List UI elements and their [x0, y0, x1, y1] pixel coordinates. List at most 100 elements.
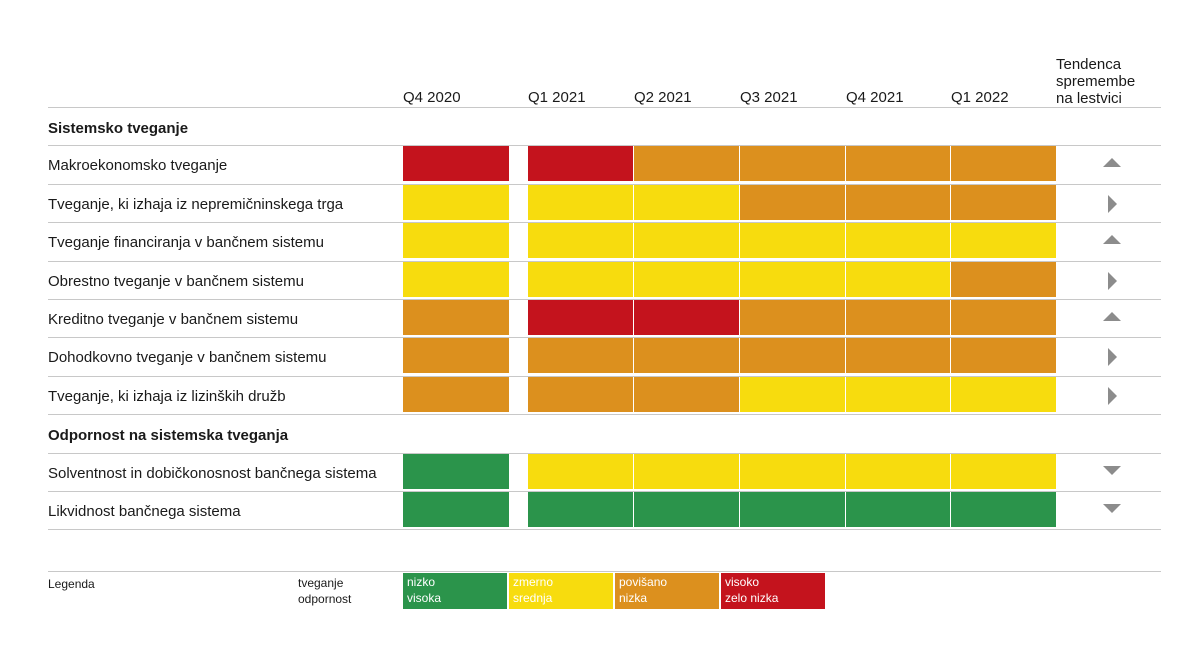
- legend-item-red: visoko zelo nizka: [721, 573, 825, 609]
- column-header: Q4 2020: [403, 89, 461, 106]
- section-title: Odpornost na sistemska tveganja: [48, 427, 289, 445]
- heatmap-cell: [403, 261, 509, 297]
- heatmap-cell: [403, 300, 509, 335]
- heatmap-cell: [846, 492, 950, 527]
- column-header: Q3 2021: [740, 89, 798, 106]
- row-divider: [48, 337, 1161, 339]
- row-label: Likvidnost bančnega sistema: [48, 503, 241, 520]
- trend-header: Tendenca spremembe na lestvici: [1056, 56, 1166, 107]
- row-divider: [48, 414, 1161, 416]
- heatmap-cell: [403, 338, 509, 374]
- heatmap-cell: [846, 146, 950, 182]
- heatmap-cell: [634, 300, 739, 335]
- trend-right-icon: [1108, 194, 1117, 213]
- heatmap-cell: [740, 338, 845, 374]
- section-divider: [48, 145, 1161, 147]
- heatmap-cell: [951, 492, 1056, 527]
- heatmap-cell: [846, 184, 950, 220]
- heatmap-cell: [846, 453, 950, 489]
- trend-down-icon: [1103, 465, 1121, 475]
- heatmap-cell: [846, 261, 950, 297]
- legend-kind-label: tveganje: [298, 576, 344, 590]
- heatmap-cell: [634, 146, 739, 182]
- row-divider: [48, 491, 1161, 492]
- heatmap-cell: [403, 184, 509, 220]
- heatmap-cell: [528, 261, 633, 297]
- row-divider: [48, 375, 1161, 377]
- heatmap-cell: [846, 338, 950, 374]
- legend-label: Legenda: [48, 577, 95, 591]
- heatmap-cell: [528, 338, 633, 374]
- heatmap-cell: [951, 338, 1056, 374]
- heatmap-cell: [634, 492, 739, 527]
- legend-risk-text: nizko: [407, 575, 436, 589]
- heatmap-cell: [403, 146, 509, 182]
- trend-header-line: spremembe: [1056, 73, 1136, 90]
- heatmap-cell: [634, 338, 739, 374]
- column-header: Q1 2022: [951, 89, 1009, 106]
- heatmap-cell: [403, 376, 509, 412]
- heatmap-cell: [740, 300, 845, 335]
- row-label: Tveganje, ki izhaja iz nepremičninskega …: [48, 195, 344, 213]
- heatmap-cell: [634, 184, 739, 220]
- heatmap-cell: [951, 184, 1056, 220]
- trend-right-icon: [1108, 271, 1117, 290]
- row-label: Solventnost in dobičkonosnost bančnega s…: [48, 464, 377, 482]
- section-divider: [48, 452, 1161, 454]
- legend-item-yellow: zmerno srednja: [509, 573, 613, 609]
- heatmap-cell: [740, 223, 845, 259]
- trend-down-icon: [1103, 504, 1121, 513]
- legend-kind-label: odpornost: [298, 592, 352, 606]
- heatmap-cell: [951, 261, 1056, 297]
- heatmap-cell: [846, 223, 950, 259]
- heatmap-cell: [634, 261, 739, 297]
- heatmap-cell: [528, 184, 633, 220]
- row-divider: [48, 183, 1161, 185]
- heatmap-cell: [740, 184, 845, 220]
- row-label: Kreditno tveganje v bančnem sistemu: [48, 311, 299, 328]
- section-title: Sistemsko tveganje: [48, 120, 189, 137]
- heatmap-cell: [403, 453, 509, 489]
- heatmap-cell: [740, 261, 845, 297]
- heatmap-cell: [740, 453, 845, 489]
- legend-risk-text: visoko: [725, 575, 760, 589]
- heatmap-cell: [634, 376, 739, 412]
- trend-header-line: na lestvici: [1056, 90, 1122, 107]
- legend-resilience-text: nizka: [619, 591, 648, 605]
- column-header: Q1 2021: [528, 89, 586, 106]
- heatmap-cell: [528, 453, 633, 489]
- heatmap-cell: [634, 453, 739, 489]
- trend-header-line: Tendenca: [1056, 56, 1122, 73]
- legend-item-orange: povišano nizka: [615, 573, 719, 609]
- heatmap-cell: [740, 492, 845, 527]
- header-divider: [48, 107, 1161, 108]
- row-divider: [48, 529, 1161, 531]
- heatmap-cell: [528, 376, 633, 412]
- heatmap-cell: [403, 223, 509, 259]
- legend-risk-text: zmerno: [513, 575, 554, 589]
- legend-item-green: nizko visoka: [403, 573, 507, 609]
- legend-resilience-text: zelo nizka: [725, 591, 779, 605]
- heatmap-cell: [951, 300, 1056, 335]
- trend-up-icon: [1103, 312, 1121, 321]
- heatmap-cell: [740, 146, 845, 182]
- heatmap-cell: [951, 223, 1056, 259]
- heatmap-cell: [846, 300, 950, 335]
- row-label: Makroekonomsko tveganje: [48, 157, 228, 175]
- heatmap-cell: [951, 146, 1056, 182]
- trend-up-icon: [1103, 235, 1121, 245]
- row-label: Tveganje financiranja v bančnem sistemu: [48, 234, 324, 252]
- heatmap-cell: [528, 300, 633, 335]
- trend-right-icon: [1108, 386, 1117, 405]
- heatmap-cell: [951, 376, 1056, 412]
- heatmap-cell: [528, 146, 633, 182]
- heatmap-cell: [403, 492, 509, 527]
- legend-risk-text: povišano: [619, 575, 668, 589]
- row-divider: [48, 260, 1161, 262]
- column-header: Q2 2021: [634, 89, 692, 106]
- heatmap-cell: [528, 223, 633, 259]
- column-header: Q4 2021: [846, 89, 904, 106]
- row-label: Obrestno tveganje v bančnem sistemu: [48, 272, 304, 290]
- heatmap-cell: [634, 223, 739, 259]
- row-divider: [48, 299, 1161, 300]
